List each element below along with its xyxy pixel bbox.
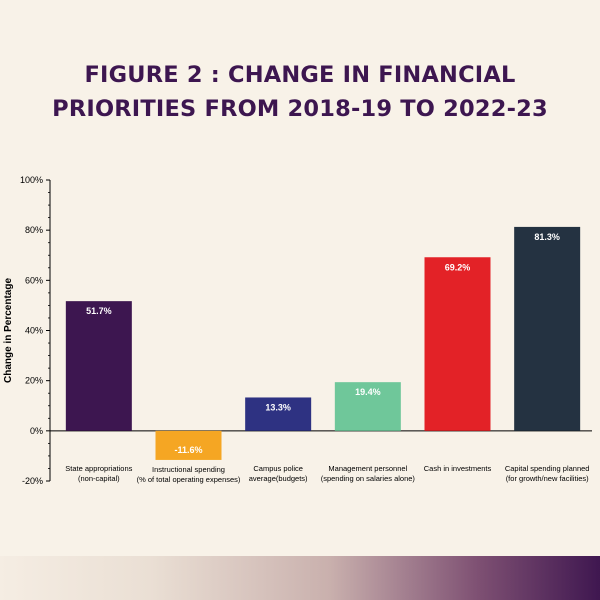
category-label: Instructional spending — [152, 465, 225, 474]
y-tick-label: -20% — [22, 476, 43, 486]
category-labels: State appropriations(non-capital) Instruc… — [65, 464, 589, 484]
bar — [424, 257, 491, 431]
bar — [514, 226, 581, 431]
category-label: average(budgets) — [249, 474, 308, 483]
decorative-gradient-band — [0, 556, 600, 600]
bar-value-label: 51.7% — [86, 306, 112, 316]
bar-value-label: 81.3% — [534, 232, 560, 242]
chart-title: FIGURE 2 : CHANGE IN FINANCIAL PRIORITIE… — [0, 58, 600, 126]
bar — [245, 397, 312, 431]
bar-value-label: -11.6% — [174, 445, 202, 455]
chart-title-line-1: FIGURE 2 : CHANGE IN FINANCIAL — [84, 62, 516, 88]
bar — [155, 430, 222, 460]
category-label: Campus police — [253, 464, 303, 473]
y-tick-label: 0% — [30, 426, 43, 436]
bar — [334, 382, 401, 431]
y-tick-label: 100% — [20, 175, 43, 185]
y-axis-label: Change in Percentage — [3, 278, 14, 383]
bar-value-label: 19.4% — [355, 387, 381, 397]
y-tick-label: 20% — [25, 376, 43, 386]
category-label: Cash in investments — [424, 464, 492, 473]
bar-value-label: 13.3% — [265, 402, 291, 412]
category-label: (for growth/new facilities) — [506, 474, 589, 483]
category-label: State appropriations — [65, 464, 132, 473]
bar-value-label: 69.2% — [445, 262, 471, 272]
y-tick-label: 80% — [25, 225, 43, 235]
category-label: Capital spending planned — [505, 464, 590, 473]
category-label: (% of total operating expenses) — [137, 475, 241, 484]
bars — [65, 226, 581, 460]
chart-title-line-2: PRIORITIES FROM 2018-19 TO 2022-23 — [52, 96, 548, 122]
y-tick-label: 60% — [25, 275, 43, 285]
bar — [65, 301, 132, 431]
axes: -20% 0% 20% 40% 60% 80% 100% — [20, 175, 592, 486]
category-label: (spending on salaries alone) — [321, 474, 416, 483]
y-tick-label: 40% — [25, 326, 43, 336]
category-label: (non-capital) — [78, 474, 120, 483]
category-label: Management personnel — [328, 464, 407, 473]
value-labels: 51.7% -11.6% 13.3% 19.4% 69.2% 81.3% — [86, 232, 560, 455]
